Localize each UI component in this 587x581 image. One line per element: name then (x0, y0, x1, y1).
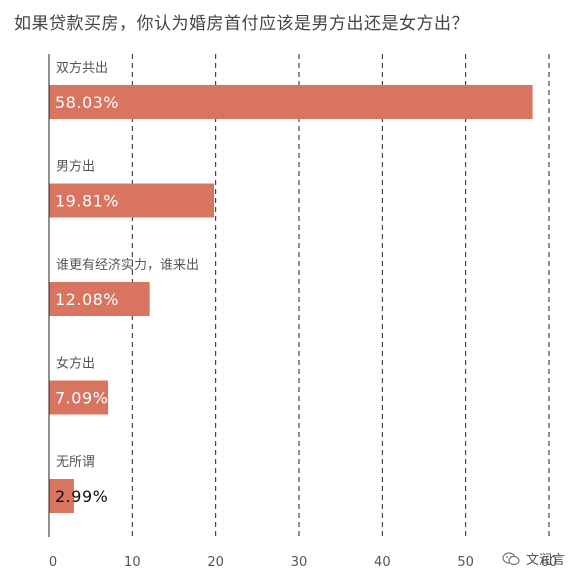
watermark-label: 文润言 (526, 553, 566, 568)
category-label: 女方出 (56, 356, 95, 372)
value-label: 12.08% (55, 290, 119, 309)
category-label: 无所谓 (56, 455, 95, 470)
x-tick-label: 50 (457, 555, 474, 570)
bar (49, 183, 215, 218)
value-label: 58.03% (55, 93, 119, 112)
category-label: 双方共出 (56, 60, 108, 76)
bar (49, 479, 74, 513)
bar (49, 380, 109, 415)
x-tick-label: 0 (49, 555, 57, 570)
bar (49, 85, 533, 119)
value-label: 19.81% (55, 192, 119, 211)
category-label: 谁更有经济实力，谁来出 (56, 258, 199, 273)
value-label: 7.09% (55, 389, 108, 408)
watermark: 文润言 (502, 549, 565, 568)
wechat-icon (502, 551, 520, 565)
chart-title: 如果贷款买房，你认为婚房首付应该是男方出还是女方出？ (14, 14, 469, 34)
x-tick-label: 10 (124, 555, 141, 570)
x-tick-label: 40 (374, 555, 391, 570)
bar (49, 282, 150, 316)
x-tick-label: 20 (207, 555, 224, 570)
value-label: 2.99% (55, 487, 108, 506)
x-tick-label: 30 (291, 555, 308, 570)
x-tick-label: 60 (541, 555, 558, 570)
category-label: 男方出 (56, 159, 95, 175)
